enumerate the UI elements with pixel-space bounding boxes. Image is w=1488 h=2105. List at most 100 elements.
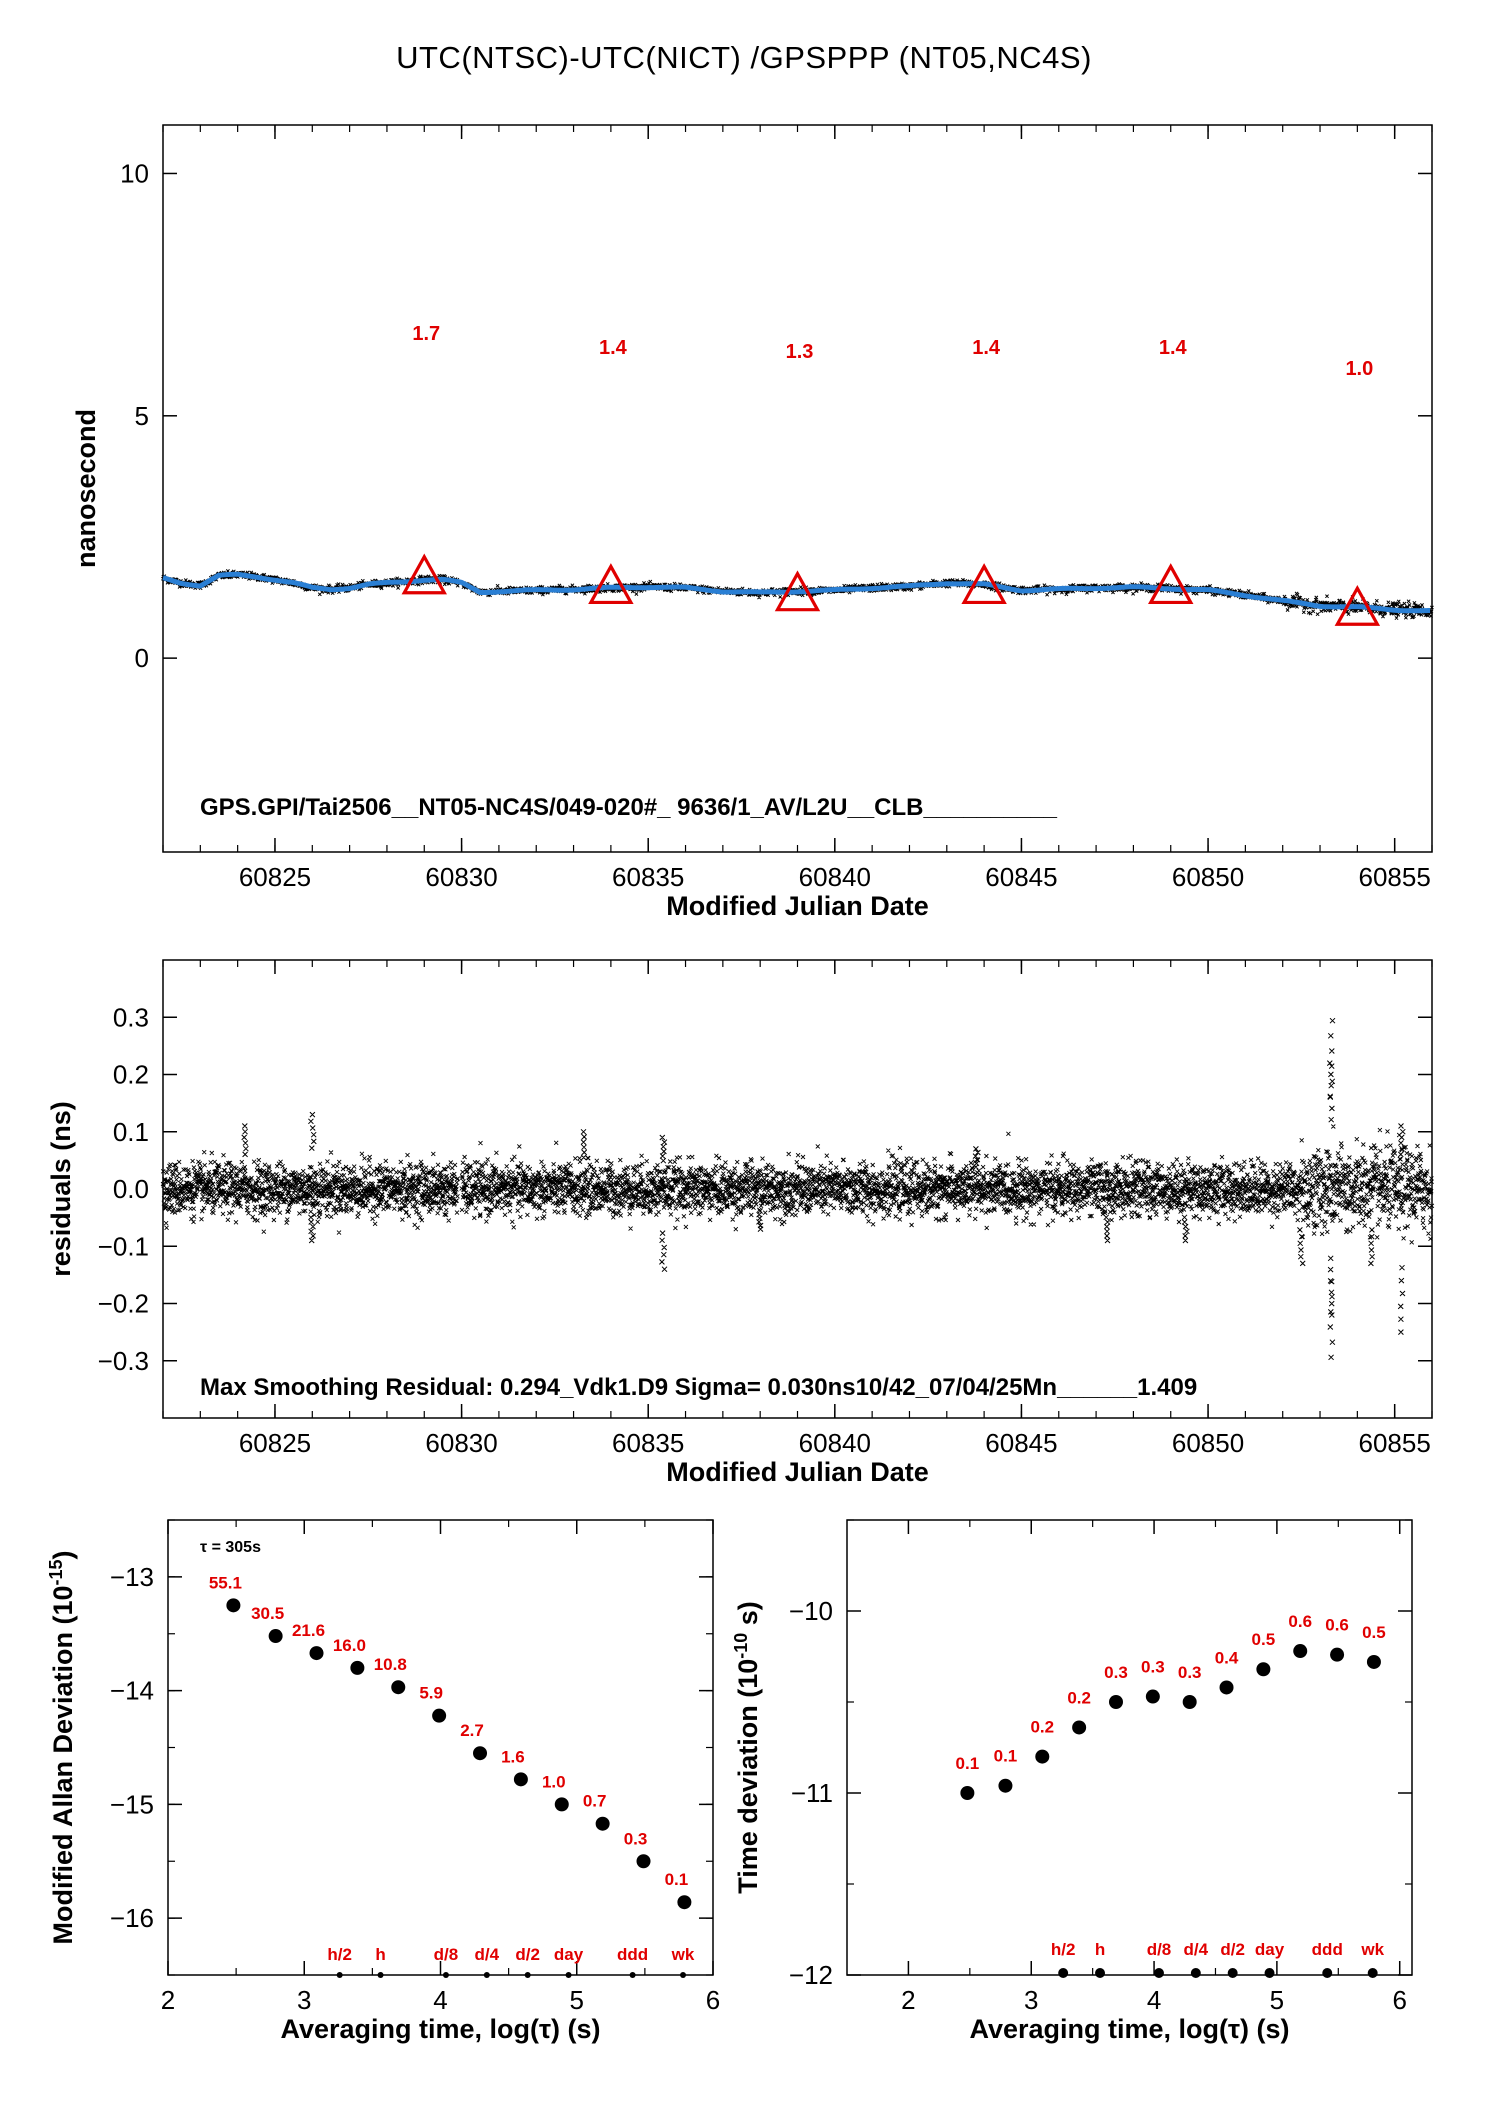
y-tick-label: −15 [110,1789,154,1819]
y-tick-label: 0.3 [113,1002,149,1032]
x-tick-label: 60830 [425,1428,497,1458]
allan-deviation-chart: 2 3 4 5 6 −16 −15 −14 −13 Averaging time, log(τ) … [46,1519,720,2044]
y-tick-label: −0.2 [98,1289,149,1319]
offset-smoothed-line [162,571,1431,614]
tdev-point [998,1778,1013,1793]
x-tick-label: 60825 [239,862,311,892]
y-tick-label: 5 [135,401,149,431]
triangle-marker [774,570,821,612]
y-axis-title-exponent: -10 [731,1633,751,1659]
y-axis-title-text: Modified Allan Deviation (10 [48,1585,78,1944]
x-tick-label: 60840 [799,1428,871,1458]
y-tick-label: −16 [110,1903,154,1933]
mdev-point [391,1680,406,1695]
triangle-value-label: 1.3 [786,341,814,363]
time-mark-dot [1190,1968,1201,1978]
triangle-marker [588,563,634,605]
tdev-point-label: 0.4 [1215,1648,1239,1667]
residuals-chart: 60825 60830 60835 60840 60845 60850 60855 −0.3 −… [46,959,1435,1487]
x-tick-label: 60855 [1359,1428,1431,1458]
y-tick-label: −0.3 [98,1346,149,1376]
x-tick-label: 2 [901,1985,915,2015]
mdev-point-label: 30.5 [251,1604,284,1623]
time-mark-label: day [554,1945,584,1964]
triangle-value-label: 1.4 [1159,337,1188,359]
y-tick-label: −0.1 [98,1231,149,1261]
x-tick-label: 3 [1024,1985,1038,2015]
tdev-point-label: 0.1 [956,1754,980,1773]
mdev-point [554,1797,569,1812]
x-tick-label: 5 [1270,1985,1284,2015]
mdev-point-label: 21.6 [292,1621,325,1640]
y-tick-label: −14 [110,1676,154,1706]
triangle-value-label: 1.4 [972,337,1001,359]
x-tick-label: 3 [297,1985,311,2015]
mdev-point-label: 16.0 [333,1636,366,1655]
y-axis-title-end: s) [733,1601,763,1633]
y-tick-label: −12 [789,1960,833,1990]
time-mark-dot [1322,1968,1333,1978]
x-tick-label: 60850 [1172,1428,1244,1458]
mdev-point-label: 0.1 [665,1870,689,1889]
time-mark-label: h [375,1945,385,1964]
time-mark-label: wk [671,1945,695,1964]
y-axis-title: Modified Allan Deviation (10-15) [46,1550,78,1944]
mdev-point [226,1598,241,1613]
tdev-point [1366,1654,1381,1669]
time-mark-label: h/2 [327,1945,352,1964]
residuals-annotation: Max Smoothing Residual: 0.294_Vdk1.D9 Si… [200,1374,1197,1401]
x-tick-label: 60825 [239,1428,311,1458]
time-mark-dot [1367,1968,1378,1978]
y-tick-label: 10 [120,158,149,188]
y-tick-label: 0.1 [113,1117,149,1147]
page-title: UTC(NTSC)-UTC(NICT) /GPSPPP (NT05,NC4S) [396,40,1092,75]
tdev-point [1035,1749,1050,1764]
x-tick-label: 4 [1147,1985,1161,2015]
time-mark-label: d/8 [434,1945,459,1964]
tdev-point [1108,1695,1123,1709]
plot-frame [162,124,1433,853]
time-mark-label: ddd [1312,1940,1343,1959]
tau-note: τ = 305s [200,1539,261,1556]
mdev-point [595,1816,610,1831]
time-mark-dot [1264,1968,1275,1978]
y-axis-title-end: ) [48,1550,78,1559]
time-mark-label: h/2 [1051,1940,1076,1959]
y-axis-title-text: nanosecond [71,409,101,568]
time-mark-dot [442,1972,449,1978]
mdev-point [309,1646,324,1661]
y-tick-label: −10 [789,1596,833,1626]
y-axis-title: residuals (ns) [46,1101,76,1277]
tdev-point [1256,1662,1271,1677]
residual-points [160,1124,1435,1245]
time-mark-label: ddd [617,1945,648,1964]
time-mark-dot [1058,1968,1069,1978]
x-tick-label: 2 [161,1985,175,2015]
mdev-point [432,1708,447,1723]
x-tick-label: 5 [570,1985,584,2015]
tdev-point-label: 0.5 [1362,1623,1386,1642]
time-mark-dot [1095,1968,1106,1978]
y-tick-label: −13 [110,1562,154,1592]
y-axis-title-exponent: -15 [46,1559,66,1585]
mdev-point [636,1854,651,1869]
triangle-value-label: 1.7 [412,323,440,345]
mdev-point-label: 1.0 [542,1772,566,1791]
time-mark-label: day [1255,1940,1285,1959]
time-mark-label: wk [1360,1940,1384,1959]
time-mark-label: d/4 [1184,1940,1209,1959]
time-mark-dot [524,1972,531,1978]
tdev-point [1219,1680,1234,1695]
offset-chart: 60825 60830 60835 60840 60845 60850 60855 0 5 10 M… [71,124,1434,921]
time-mark-label: d/4 [475,1945,500,1964]
time-mark-dot [336,1972,343,1978]
x-tick-label: 60855 [1359,862,1431,892]
tdev-point [1182,1695,1197,1709]
tdev-point-label: 0.5 [1252,1630,1276,1649]
x-tick-label: 60840 [799,862,871,892]
y-axis-title: Time deviation (10-10 s) [731,1601,763,1894]
tdev-point [1293,1644,1308,1659]
x-tick-label: 4 [433,1985,447,2015]
time-mark-dot [629,1972,636,1978]
mdev-point-label: 5.9 [419,1684,443,1703]
